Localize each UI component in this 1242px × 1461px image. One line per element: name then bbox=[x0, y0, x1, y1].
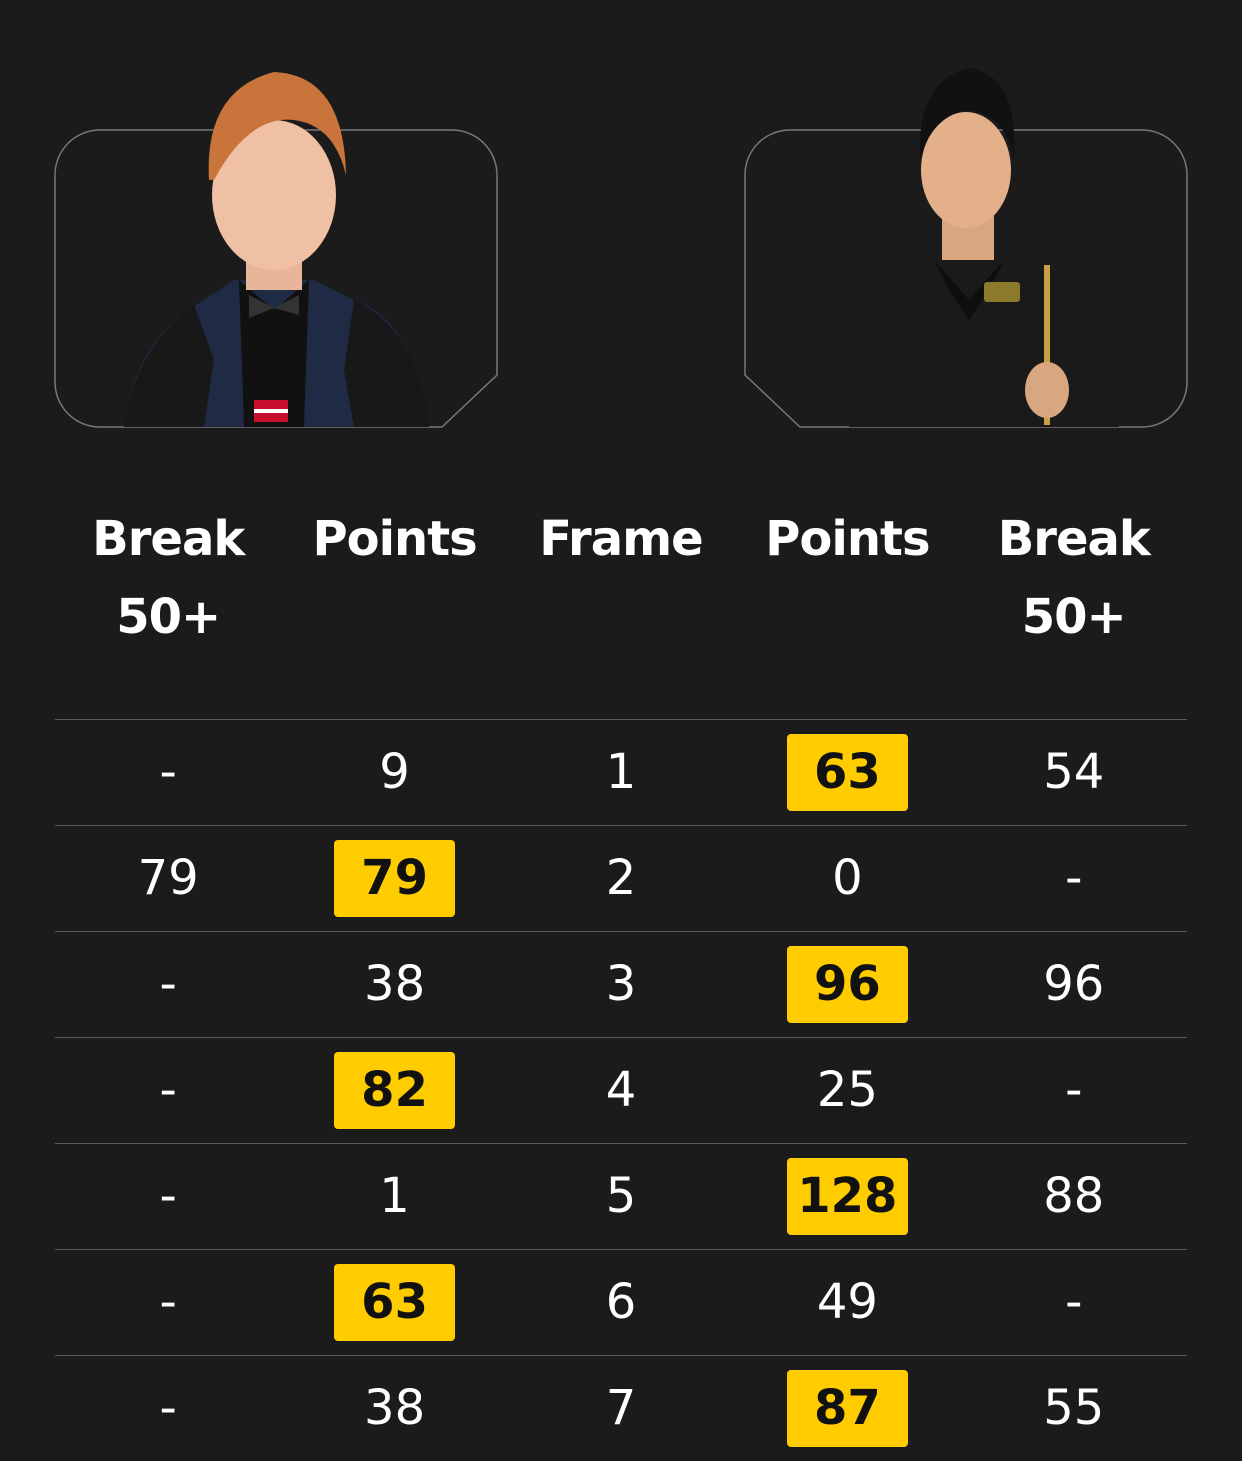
header-break-left: Break 50+ bbox=[92, 511, 245, 645]
cell-frame-number: 7 bbox=[508, 1370, 734, 1447]
cell-points-right: 25 bbox=[734, 1052, 960, 1129]
cell-points-right: 0 bbox=[734, 840, 960, 917]
points-left-value: 1 bbox=[379, 1168, 410, 1224]
table-row: - 63 6 49 - bbox=[55, 1249, 1187, 1355]
cell-frame-number: 4 bbox=[508, 1052, 734, 1129]
winning-points-badge: 82 bbox=[334, 1052, 456, 1129]
player-photo-left bbox=[54, 72, 498, 428]
header-frame: Frame bbox=[539, 511, 703, 567]
cell-points-left: 79 bbox=[281, 840, 507, 917]
header-points-left: Points bbox=[312, 511, 477, 567]
frame-number-value: 6 bbox=[605, 1274, 637, 1330]
table-row: - 9 1 63 54 bbox=[55, 719, 1187, 825]
table-row: 79 79 2 0 - bbox=[55, 825, 1187, 931]
winning-points-badge: 63 bbox=[334, 1264, 456, 1341]
cell-break-right: - bbox=[961, 1264, 1187, 1341]
cell-points-right: 87 bbox=[734, 1370, 960, 1447]
table-row: - 38 3 96 96 bbox=[55, 931, 1187, 1037]
break-right-value: - bbox=[1065, 850, 1083, 906]
player-photo-right bbox=[744, 68, 1188, 428]
frame-scores-table: -9 1 63 54 79 79 2 0- -38 3 96 96-82 4 25- -1 5 128 88-63… bbox=[55, 719, 1187, 1461]
points-left-value: 38 bbox=[364, 1380, 426, 1436]
break-left-value: - bbox=[159, 1062, 177, 1118]
points-right-value: 0 bbox=[832, 850, 863, 906]
cell-frame-number: 6 bbox=[508, 1264, 734, 1341]
winning-points-badge: 128 bbox=[786, 1158, 908, 1235]
frame-number-value: 7 bbox=[605, 1380, 637, 1436]
cell-points-right: 49 bbox=[734, 1264, 960, 1341]
points-right-value: 25 bbox=[816, 1062, 878, 1118]
cell-break-right: - bbox=[961, 840, 1187, 917]
table-row: - 38 7 87 55 bbox=[55, 1355, 1187, 1461]
break-right-value: 96 bbox=[1043, 956, 1105, 1012]
break-right-value: 54 bbox=[1043, 744, 1105, 800]
winning-points-badge: 79 bbox=[334, 840, 456, 917]
points-right-value: 49 bbox=[816, 1274, 878, 1330]
cell-break-left: - bbox=[55, 1158, 281, 1235]
cell-points-right: 96 bbox=[734, 946, 960, 1023]
cell-break-right: 54 bbox=[961, 734, 1187, 811]
cell-frame-number: 2 bbox=[508, 840, 734, 917]
break-right-value: 55 bbox=[1043, 1380, 1105, 1436]
winning-points-badge: 87 bbox=[786, 1370, 908, 1447]
cell-break-left: - bbox=[55, 734, 281, 811]
cell-break-left: - bbox=[55, 1052, 281, 1129]
cell-frame-number: 1 bbox=[508, 734, 734, 811]
frame-number-value: 2 bbox=[605, 850, 637, 906]
table-row: - 1 5 128 88 bbox=[55, 1143, 1187, 1249]
cell-points-right: 63 bbox=[734, 734, 960, 811]
break-left-value: - bbox=[159, 1380, 177, 1436]
break-left-value: - bbox=[159, 744, 177, 800]
cell-points-left: 63 bbox=[281, 1264, 507, 1341]
cell-frame-number: 3 bbox=[508, 946, 734, 1023]
points-left-value: 38 bbox=[364, 956, 426, 1012]
cell-break-left: - bbox=[55, 1264, 281, 1341]
cell-break-left: - bbox=[55, 1370, 281, 1447]
cell-break-right: 88 bbox=[961, 1158, 1187, 1235]
cell-points-left: 82 bbox=[281, 1052, 507, 1129]
cell-break-right: - bbox=[961, 1052, 1187, 1129]
winning-points-badge: 96 bbox=[786, 946, 908, 1023]
break-left-value: - bbox=[159, 956, 177, 1012]
player-card-left[interactable] bbox=[54, 60, 498, 430]
frame-number-value: 1 bbox=[605, 744, 637, 800]
winning-points-badge: 63 bbox=[786, 734, 908, 811]
cell-break-left: - bbox=[55, 946, 281, 1023]
table-row: - 82 4 25 - bbox=[55, 1037, 1187, 1143]
break-right-value: 88 bbox=[1043, 1168, 1105, 1224]
cell-points-left: 1 bbox=[281, 1158, 507, 1235]
break-left-value: - bbox=[159, 1274, 177, 1330]
table-header: Break 50+ Points Frame Points Break 50+ bbox=[55, 500, 1187, 656]
break-right-value: - bbox=[1065, 1062, 1083, 1118]
cell-points-left: 38 bbox=[281, 1370, 507, 1447]
header-break-right: Break 50+ bbox=[997, 511, 1151, 645]
frame-number-value: 3 bbox=[605, 956, 637, 1012]
cell-points-left: 9 bbox=[281, 734, 507, 811]
cell-break-right: 55 bbox=[961, 1370, 1187, 1447]
cell-points-right: 128 bbox=[734, 1158, 960, 1235]
cell-break-left: 79 bbox=[55, 840, 281, 917]
break-left-value: - bbox=[159, 1168, 177, 1224]
points-left-value: 9 bbox=[379, 744, 410, 800]
cell-frame-number: 5 bbox=[508, 1158, 734, 1235]
cell-points-left: 38 bbox=[281, 946, 507, 1023]
frame-number-value: 4 bbox=[605, 1062, 637, 1118]
cell-break-right: 96 bbox=[961, 946, 1187, 1023]
cue-icon bbox=[1044, 265, 1050, 425]
header-points-right: Points bbox=[765, 511, 930, 567]
frame-number-value: 5 bbox=[605, 1168, 637, 1224]
break-left-value: 79 bbox=[137, 850, 199, 906]
player-card-right[interactable] bbox=[744, 60, 1188, 430]
break-right-value: - bbox=[1065, 1274, 1083, 1330]
